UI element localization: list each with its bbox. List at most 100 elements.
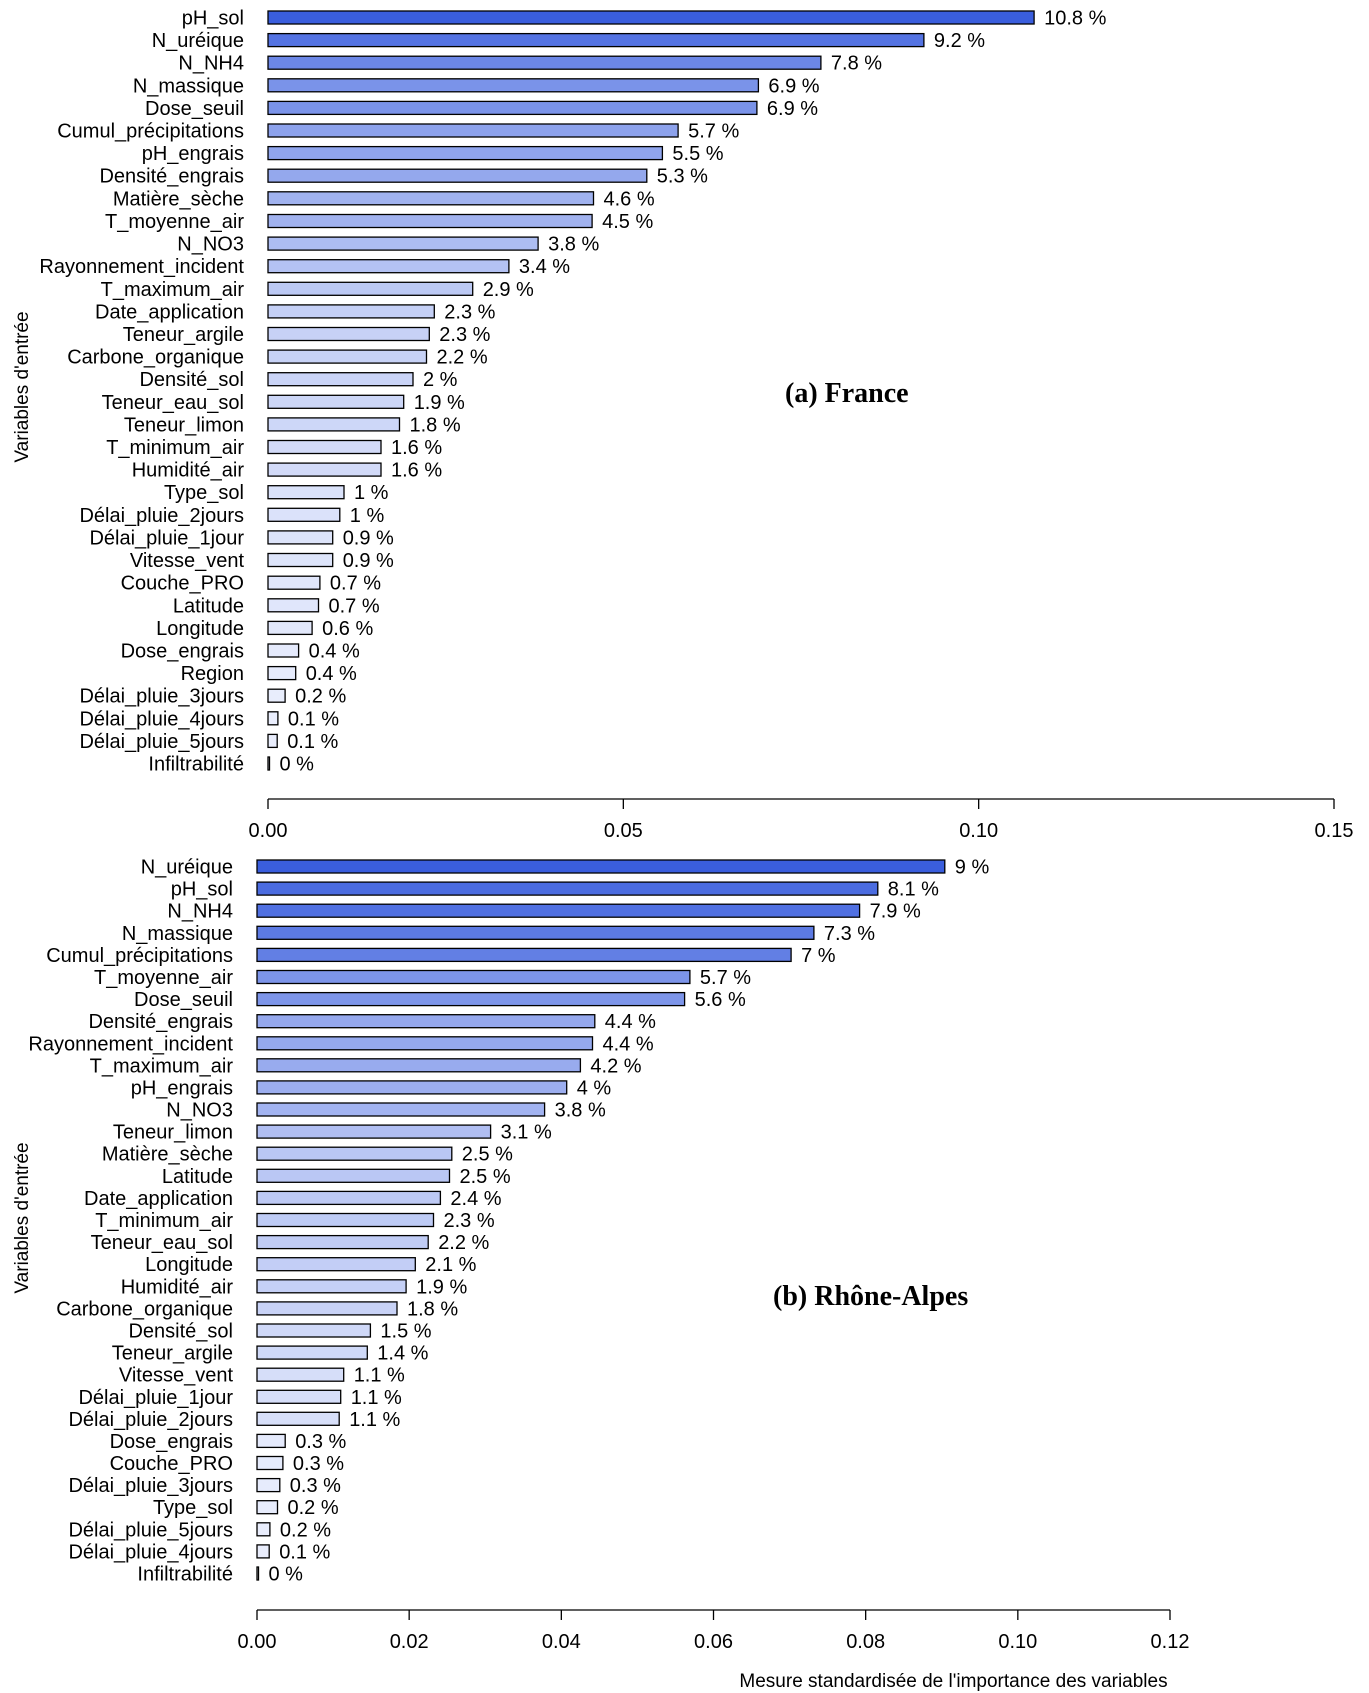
value-label: 1 % <box>354 482 389 504</box>
bar-N_NO3 <box>267 236 539 251</box>
bar-Cumul_précipitations <box>256 947 792 963</box>
value-label: 4.5 % <box>602 211 653 233</box>
value-label: 1.1 % <box>349 1409 400 1431</box>
bar-Date_application <box>267 304 435 319</box>
category-label: Teneur_eau_sol <box>91 1232 233 1254</box>
category-label: Délai_pluie_4jours <box>79 708 244 730</box>
category-label: T_moyenne_air <box>105 211 244 233</box>
category-label: N_uréique <box>141 857 233 879</box>
value-label: 0.3 % <box>295 1431 346 1453</box>
value-label: 2.3 % <box>444 1210 495 1232</box>
value-label: 9.2 % <box>934 30 985 52</box>
value-label: 0.2 % <box>280 1519 331 1541</box>
bar-N_uréique <box>256 859 946 874</box>
category-label: Type_sol <box>153 1497 233 1519</box>
bar-Longitude <box>267 620 313 636</box>
bar-Délai_pluie_2jours <box>256 1411 340 1426</box>
bar-Délai_pluie_3jours <box>256 1477 281 1493</box>
bar-Type_sol <box>267 485 345 500</box>
value-label: 0.1 % <box>288 708 339 730</box>
y-axis-title: Variables d'entrée <box>12 311 33 462</box>
value-label: 1.8 % <box>410 414 461 436</box>
value-label: 0.4 % <box>309 641 360 663</box>
category-label: T_maximum_air <box>101 279 245 301</box>
category-label: N_uréique <box>152 30 244 52</box>
bar-Couche_PRO <box>256 1455 284 1471</box>
bar-N_massique <box>256 925 815 940</box>
bar-N_NH4 <box>256 903 861 918</box>
category-label: Carbone_organique <box>67 347 244 369</box>
category-label: Teneur_argile <box>112 1343 233 1365</box>
value-label: 6.9 % <box>768 75 819 97</box>
bar-Teneur_eau_sol <box>256 1234 429 1250</box>
value-label: 0.2 % <box>295 686 346 708</box>
category-label: T_minimum_air <box>95 1210 233 1232</box>
category-label: Délai_pluie_5jours <box>68 1519 233 1541</box>
value-label: 1.6 % <box>391 460 442 482</box>
x-tick-label: 0.12 <box>1151 1631 1190 1653</box>
category-label: Date_application <box>95 301 244 323</box>
category-label: Latitude <box>162 1166 233 1188</box>
value-label: 10.8 % <box>1044 8 1106 30</box>
bar-Densité_sol <box>256 1323 372 1338</box>
panel-title: (b) Rhône-Alpes <box>773 1281 968 1312</box>
bar-T_minimum_air <box>256 1212 435 1228</box>
x-tick-label: 0.06 <box>694 1631 733 1653</box>
bar-Délai_pluie_5jours <box>256 1522 271 1537</box>
bar-Teneur_limon <box>267 417 401 432</box>
bar-Cumul_précipitations <box>267 123 679 138</box>
x-axis-title: Mesure standardisée de l'importance des … <box>739 1671 1167 1692</box>
value-label: 0.3 % <box>293 1453 344 1475</box>
category-label: Dose_engrais <box>110 1431 233 1453</box>
value-label: 1.8 % <box>407 1298 458 1320</box>
bar-Dose_engrais <box>256 1433 286 1449</box>
value-label: 5.6 % <box>695 989 746 1011</box>
category-label: Densité_engrais <box>99 166 244 188</box>
category-label: Vitesse_vent <box>130 550 245 572</box>
category-label: pH_sol <box>171 879 233 901</box>
value-label: 9 % <box>955 857 990 879</box>
value-label: 4.6 % <box>604 188 655 210</box>
category-label: Densité_engrais <box>88 1011 233 1033</box>
value-label: 3.8 % <box>548 234 599 256</box>
value-label: 0.6 % <box>322 618 373 640</box>
value-label: 1.1 % <box>354 1365 405 1387</box>
value-label: 0 % <box>269 1564 304 1586</box>
category-label: Couche_PRO <box>121 573 244 595</box>
category-label: Carbone_organique <box>56 1298 233 1320</box>
bar-Region <box>267 665 297 681</box>
value-label: 0.7 % <box>330 573 381 595</box>
bar-Densité_sol <box>267 372 414 387</box>
value-label: 4.4 % <box>605 1011 656 1033</box>
category-label: Densité_sol <box>128 1321 233 1343</box>
category-label: pH_engrais <box>142 143 244 165</box>
value-label: 3.4 % <box>519 256 570 278</box>
bar-Type_sol <box>256 1500 279 1515</box>
value-label: 2.9 % <box>483 279 534 301</box>
value-label: 0.9 % <box>343 550 394 572</box>
value-label: 0.9 % <box>343 527 394 549</box>
x-tick-label: 0.08 <box>846 1631 885 1653</box>
bar-Délai_pluie_3jours <box>267 688 286 703</box>
y-axis-title: Variables d'entrée <box>12 1142 33 1293</box>
category-label: Rayonnement_incident <box>28 1033 233 1055</box>
bar-Densité_engrais <box>267 168 648 183</box>
bar-Infiltrabilité <box>256 1566 260 1581</box>
value-label: 0.1 % <box>287 731 338 753</box>
bar-Délai_pluie_5jours <box>267 733 278 749</box>
bar-Délai_pluie_1jour <box>267 530 334 545</box>
bar-Teneur_argile <box>267 326 430 342</box>
value-label: 2.5 % <box>462 1144 513 1166</box>
category-label: Longitude <box>145 1254 233 1276</box>
category-label: N_NO3 <box>177 234 244 256</box>
value-label: 0.3 % <box>290 1475 341 1497</box>
category-label: Humidité_air <box>121 1276 234 1298</box>
category-label: Longitude <box>156 618 244 640</box>
category-label: Teneur_eau_sol <box>102 392 244 414</box>
bar-Teneur_argile <box>256 1345 368 1360</box>
category-label: N_NH4 <box>178 53 244 75</box>
category-label: Teneur_limon <box>124 414 244 436</box>
value-label: 1.6 % <box>391 437 442 459</box>
